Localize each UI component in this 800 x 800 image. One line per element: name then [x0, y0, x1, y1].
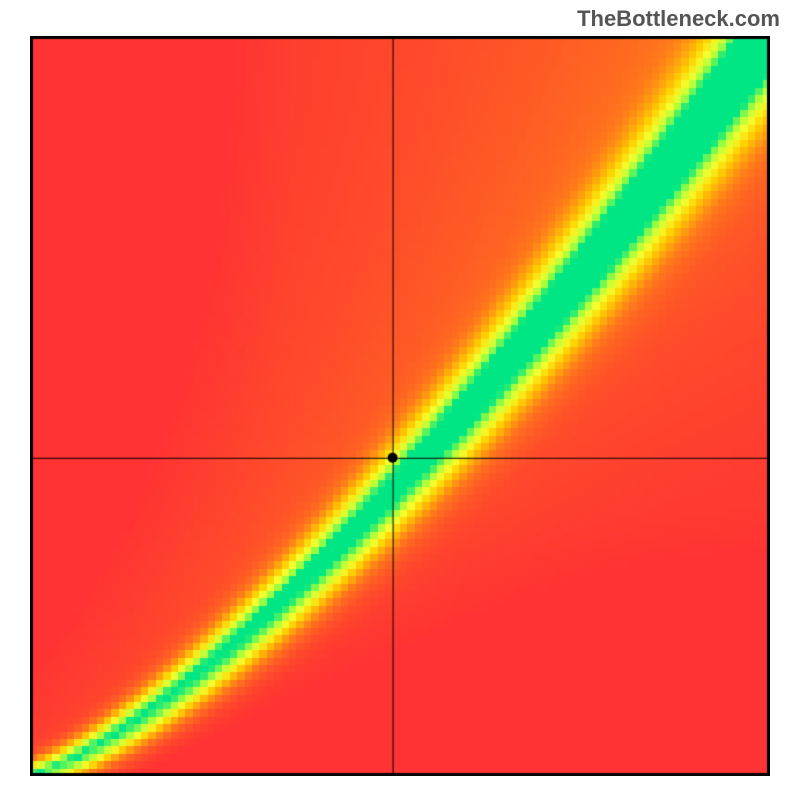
- bottleneck-heatmap: [30, 36, 770, 776]
- page-root: TheBottleneck.com: [0, 0, 800, 800]
- attribution-text: TheBottleneck.com: [577, 6, 780, 32]
